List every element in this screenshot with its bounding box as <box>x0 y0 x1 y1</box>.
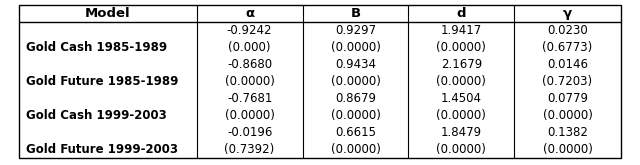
Text: (0.0000): (0.0000) <box>225 75 275 88</box>
Text: 1.9417: 1.9417 <box>441 24 482 37</box>
Text: 0.0146: 0.0146 <box>547 58 588 71</box>
Text: 2.1679: 2.1679 <box>441 58 482 71</box>
Text: Gold Future 1999-2003: Gold Future 1999-2003 <box>26 143 179 156</box>
Text: (0.0000): (0.0000) <box>330 41 380 54</box>
Text: (0.0000): (0.0000) <box>330 109 380 122</box>
Text: γ: γ <box>563 7 572 20</box>
Text: (0.0000): (0.0000) <box>436 75 486 88</box>
Text: 0.6615: 0.6615 <box>335 126 376 139</box>
Text: (0.7392): (0.7392) <box>225 143 275 156</box>
Text: (0.0000): (0.0000) <box>543 109 593 122</box>
Text: d: d <box>456 7 466 20</box>
Text: -0.9242: -0.9242 <box>227 24 273 37</box>
Text: (0.7203): (0.7203) <box>543 75 593 88</box>
Text: 0.0779: 0.0779 <box>547 92 588 105</box>
Text: (0.0000): (0.0000) <box>225 109 275 122</box>
Text: Gold Future 1985-1989: Gold Future 1985-1989 <box>26 75 179 88</box>
Text: (0.0000): (0.0000) <box>436 143 486 156</box>
Text: Gold Cash 1999-2003: Gold Cash 1999-2003 <box>26 109 167 122</box>
Text: 0.0230: 0.0230 <box>547 24 588 37</box>
Text: (0.0000): (0.0000) <box>543 143 593 156</box>
Text: -0.8680: -0.8680 <box>227 58 272 71</box>
Text: Gold Cash 1985-1989: Gold Cash 1985-1989 <box>26 41 168 54</box>
Text: (0.000): (0.000) <box>228 41 271 54</box>
Text: 1.4504: 1.4504 <box>441 92 482 105</box>
Text: B: B <box>351 7 360 20</box>
Text: (0.0000): (0.0000) <box>436 41 486 54</box>
Text: (0.0000): (0.0000) <box>330 143 380 156</box>
Text: 0.9434: 0.9434 <box>335 58 376 71</box>
Text: (0.0000): (0.0000) <box>436 109 486 122</box>
Text: (0.0000): (0.0000) <box>330 75 380 88</box>
Text: 0.8679: 0.8679 <box>335 92 376 105</box>
Text: 0.9297: 0.9297 <box>335 24 376 37</box>
Text: α: α <box>245 7 254 20</box>
Text: 1.8479: 1.8479 <box>441 126 482 139</box>
Text: Model: Model <box>85 7 131 20</box>
Text: -0.7681: -0.7681 <box>227 92 272 105</box>
Text: (0.6773): (0.6773) <box>543 41 593 54</box>
Text: 0.1382: 0.1382 <box>547 126 588 139</box>
Text: -0.0196: -0.0196 <box>227 126 272 139</box>
